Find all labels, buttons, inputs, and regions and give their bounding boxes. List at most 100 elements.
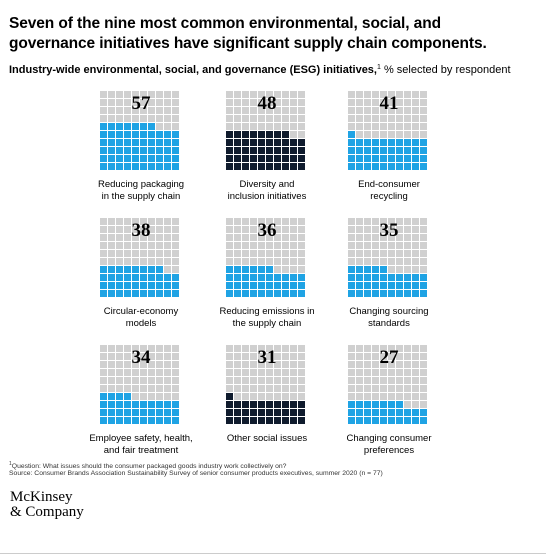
waffle-cell-filled bbox=[100, 409, 107, 416]
waffle-cell-filled bbox=[298, 282, 305, 289]
waffle-cell-empty bbox=[124, 361, 131, 368]
waffle-cell-empty bbox=[100, 369, 107, 376]
waffle-cell-empty bbox=[156, 99, 163, 106]
waffle-cell-empty bbox=[266, 242, 273, 249]
waffle-cell-empty bbox=[172, 226, 179, 233]
waffle-cell-empty bbox=[116, 258, 123, 265]
waffle-cell-empty bbox=[242, 218, 249, 225]
waffle-cell-empty bbox=[156, 377, 163, 384]
waffle-cell-filled bbox=[156, 163, 163, 170]
waffle-cell-filled bbox=[226, 409, 233, 416]
waffle-cell-filled bbox=[132, 290, 139, 297]
waffle-cell-empty bbox=[172, 115, 179, 122]
waffle-cell-empty bbox=[226, 385, 233, 392]
waffle-cell-filled bbox=[242, 401, 249, 408]
waffle-cell-empty bbox=[250, 115, 257, 122]
waffle-cell-empty bbox=[388, 369, 395, 376]
waffle-chart: 57 bbox=[100, 91, 182, 173]
waffle-cell-empty bbox=[124, 115, 131, 122]
waffle-cell-empty bbox=[420, 107, 427, 114]
waffle-cell-empty bbox=[100, 226, 107, 233]
waffle-cell-empty bbox=[380, 99, 387, 106]
waffle-cell-empty bbox=[234, 258, 241, 265]
waffle-cell-empty bbox=[282, 369, 289, 376]
waffle-cell-filled bbox=[100, 274, 107, 281]
waffle-cell-empty bbox=[298, 266, 305, 273]
waffle-cell-empty bbox=[140, 385, 147, 392]
waffle-cell-empty bbox=[156, 242, 163, 249]
waffle-cell-filled bbox=[124, 409, 131, 416]
waffle-cell-filled bbox=[290, 417, 297, 424]
waffle-cell-empty bbox=[348, 115, 355, 122]
waffle-cell-empty bbox=[132, 250, 139, 257]
waffle-cell-filled bbox=[172, 131, 179, 138]
waffle-cell-empty bbox=[298, 250, 305, 257]
waffle-cell-empty bbox=[266, 115, 273, 122]
waffle-cell-filled bbox=[274, 274, 281, 281]
waffle-cell-empty bbox=[372, 99, 379, 106]
waffle-cell-filled bbox=[116, 274, 123, 281]
waffle-cell-empty bbox=[250, 107, 257, 114]
waffle-cell-empty bbox=[274, 345, 281, 352]
waffle-cell-empty bbox=[396, 115, 403, 122]
waffle-cell-empty bbox=[250, 361, 257, 368]
waffle-cell-empty bbox=[388, 345, 395, 352]
waffle-cell-filled bbox=[140, 123, 147, 130]
waffle-cell-empty bbox=[164, 242, 171, 249]
waffle-cell-filled bbox=[266, 409, 273, 416]
waffle-cell-filled bbox=[108, 409, 115, 416]
waffle-cell-empty bbox=[242, 385, 249, 392]
waffle-chart: 35 bbox=[348, 218, 430, 300]
waffle-cell-empty bbox=[250, 377, 257, 384]
waffle-cell-empty bbox=[164, 353, 171, 360]
waffle-cell-filled bbox=[226, 139, 233, 146]
waffle-cell-filled bbox=[250, 401, 257, 408]
waffle-cell-empty bbox=[396, 258, 403, 265]
waffle-cell-empty bbox=[132, 242, 139, 249]
waffle-cell-filled bbox=[234, 131, 241, 138]
waffle-cell-filled bbox=[234, 417, 241, 424]
waffle-cell-empty bbox=[388, 353, 395, 360]
waffle-cell-empty bbox=[266, 361, 273, 368]
waffle-cell-filled bbox=[404, 147, 411, 154]
waffle-cell-empty bbox=[380, 361, 387, 368]
waffle-cell-filled bbox=[298, 163, 305, 170]
waffle-cell-empty bbox=[388, 250, 395, 257]
waffle-cell-empty bbox=[282, 393, 289, 400]
waffle-cell-empty bbox=[420, 401, 427, 408]
waffle-cell-empty bbox=[420, 353, 427, 360]
waffle-cell-filled bbox=[420, 274, 427, 281]
waffle-cell-empty bbox=[258, 107, 265, 114]
waffle-cell-empty bbox=[348, 393, 355, 400]
waffle-cell-filled bbox=[258, 274, 265, 281]
waffle-cell-empty bbox=[148, 377, 155, 384]
data-label: 41 bbox=[379, 93, 399, 114]
waffle-cell-filled bbox=[234, 163, 241, 170]
waffle-cell-empty bbox=[290, 226, 297, 233]
waffle-cell-empty bbox=[242, 242, 249, 249]
waffle-cell-empty bbox=[356, 258, 363, 265]
waffle-cell-filled bbox=[258, 139, 265, 146]
waffle-cell-empty bbox=[266, 250, 273, 257]
waffle-cell-empty bbox=[242, 123, 249, 130]
waffle-cell-filled bbox=[140, 274, 147, 281]
waffle-cell-empty bbox=[266, 258, 273, 265]
waffle-cell-empty bbox=[234, 345, 241, 352]
waffle-cell-filled bbox=[242, 290, 249, 297]
waffle-cell-filled bbox=[124, 139, 131, 146]
waffle-cell-empty bbox=[274, 361, 281, 368]
waffle-cell-filled bbox=[420, 155, 427, 162]
waffle-cell-empty bbox=[266, 385, 273, 392]
waffle-cell-empty bbox=[108, 345, 115, 352]
waffle-cell-empty bbox=[172, 258, 179, 265]
waffle-cell-empty bbox=[124, 99, 131, 106]
waffle-cell-filled bbox=[364, 409, 371, 416]
waffle-cell-filled bbox=[388, 139, 395, 146]
waffle-cell-empty bbox=[132, 361, 139, 368]
waffle-cell-empty bbox=[364, 258, 371, 265]
waffle-chart: 38 bbox=[100, 218, 182, 300]
waffle-cell-filled bbox=[100, 282, 107, 289]
waffle-cell-empty bbox=[356, 115, 363, 122]
waffle-cell-empty bbox=[124, 218, 131, 225]
waffle-cell-filled bbox=[172, 417, 179, 424]
